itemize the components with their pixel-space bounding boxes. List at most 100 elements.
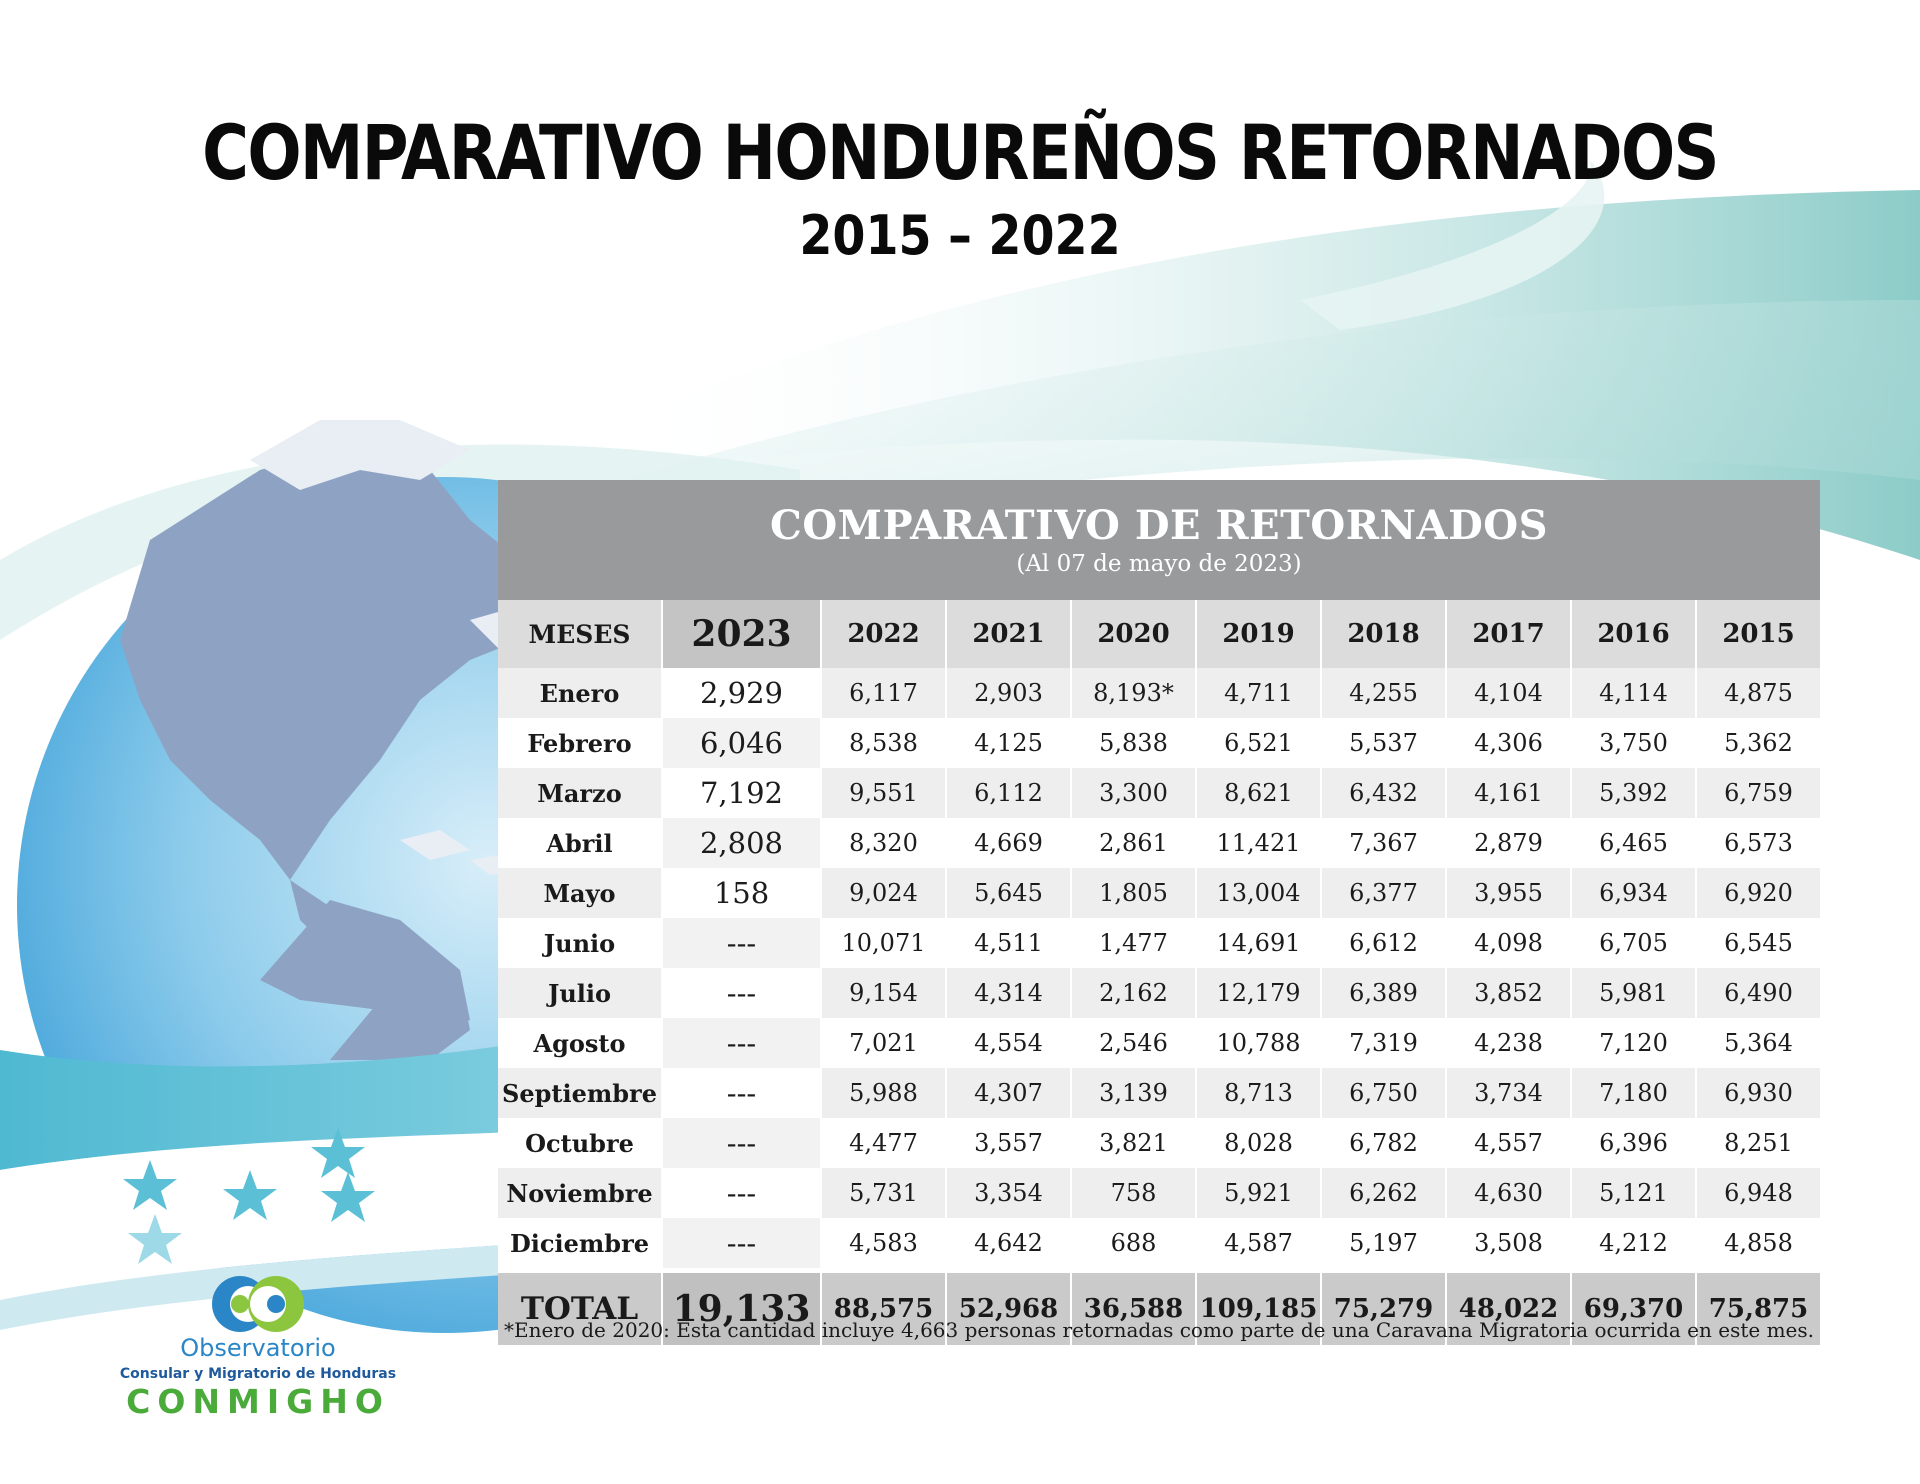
table-row: Enero 2,929 6,117 2,903 8,193* 4,711 4,255 4,10… <box>498 668 1822 718</box>
month-cell: Julio <box>498 968 663 1018</box>
value-cell: 6,573 <box>1696 818 1822 868</box>
value-cell: 5,362 <box>1696 718 1822 768</box>
total-cell: 48,022 <box>1446 1268 1572 1345</box>
total-cell: 75,279 <box>1321 1268 1447 1345</box>
value-cell: 6,545 <box>1696 918 1822 968</box>
value-cell: 8,193* <box>1071 668 1197 718</box>
value-cell: 10,788 <box>1196 1018 1322 1068</box>
table-row: Noviembre --- 5,731 3,354 758 5,921 6,262 4,630… <box>498 1168 1822 1218</box>
value-cell: 8,251 <box>1696 1118 1822 1168</box>
logo-line-3: CONMIGHO <box>126 1382 390 1421</box>
value-cell: --- <box>662 1068 822 1118</box>
value-cell: 4,098 <box>1446 918 1572 968</box>
value-cell: 10,071 <box>821 918 947 968</box>
value-cell: 6,948 <box>1696 1168 1822 1218</box>
value-cell: 9,154 <box>821 968 947 1018</box>
value-cell: 8,028 <box>1196 1118 1322 1168</box>
value-cell: 4,642 <box>946 1218 1072 1271</box>
value-cell: 6,750 <box>1321 1068 1447 1118</box>
month-cell: Noviembre <box>498 1168 663 1218</box>
value-cell: 4,255 <box>1321 668 1447 718</box>
page-title: COMPARATIVO HONDUREÑOS RETORNADOS <box>202 108 1719 197</box>
value-cell: 6,930 <box>1696 1068 1822 1118</box>
value-cell: 2,861 <box>1071 818 1197 868</box>
column-header-year: 2015 <box>1696 600 1822 668</box>
logo-line-2: Consular y Migratorio de Honduras <box>119 1366 397 1382</box>
column-header-year: 2022 <box>821 600 947 668</box>
month-cell: Enero <box>498 668 663 718</box>
table-row: Agosto --- 7,021 4,554 2,546 10,788 7,319 4,238… <box>498 1018 1822 1068</box>
total-cell: 69,370 <box>1571 1268 1697 1345</box>
value-cell: 5,197 <box>1321 1218 1447 1271</box>
value-cell: 6,705 <box>1571 918 1697 968</box>
value-cell: 3,750 <box>1571 718 1697 768</box>
value-cell: 3,821 <box>1071 1118 1197 1168</box>
table-total-row: TOTAL 19,133 88,575 52,968 36,588 109,18… <box>498 1268 1822 1345</box>
value-cell: --- <box>662 1218 822 1271</box>
value-cell: 688 <box>1071 1218 1197 1271</box>
page-subtitle: 2015 – 2022 <box>799 204 1121 267</box>
value-cell: 4,238 <box>1446 1018 1572 1068</box>
value-cell: 7,192 <box>662 768 822 818</box>
month-cell: Octubre <box>498 1118 663 1168</box>
value-cell: 4,858 <box>1696 1218 1822 1271</box>
table-row: Febrero 6,046 8,538 4,125 5,838 6,521 5,537 4,3… <box>498 718 1822 768</box>
month-cell: Junio <box>498 918 663 968</box>
value-cell: 3,508 <box>1446 1218 1572 1271</box>
logo-line-1: Observatorio <box>180 1334 336 1362</box>
value-cell: 4,557 <box>1446 1118 1572 1168</box>
value-cell: 4,114 <box>1571 668 1697 718</box>
value-cell: 6,490 <box>1696 968 1822 1018</box>
value-cell: 3,734 <box>1446 1068 1572 1118</box>
returnees-table: MESES 2023 2022 2021 2020 2019 2018 2017… <box>498 600 1822 1345</box>
column-header-year: 2016 <box>1571 600 1697 668</box>
value-cell: 758 <box>1071 1168 1197 1218</box>
value-cell: 4,711 <box>1196 668 1322 718</box>
value-cell: 8,621 <box>1196 768 1322 818</box>
value-cell: 7,120 <box>1571 1018 1697 1068</box>
month-cell: Septiembre <box>498 1068 663 1118</box>
value-cell: 5,981 <box>1571 968 1697 1018</box>
value-cell: 9,551 <box>821 768 947 818</box>
table-row: Mayo 158 9,024 5,645 1,805 13,004 6,377 3,955 6,… <box>498 868 1822 918</box>
value-cell: 4,875 <box>1696 668 1822 718</box>
table-row: Marzo 7,192 9,551 6,112 3,300 8,621 6,432 4,161… <box>498 768 1822 818</box>
value-cell: 3,354 <box>946 1168 1072 1218</box>
value-cell: 11,421 <box>1196 818 1322 868</box>
value-cell: 2,546 <box>1071 1018 1197 1068</box>
value-cell: 6,396 <box>1571 1118 1697 1168</box>
total-cell: 109,185 <box>1196 1268 1322 1345</box>
value-cell: 12,179 <box>1196 968 1322 1018</box>
value-cell: --- <box>662 1118 822 1168</box>
value-cell: 3,300 <box>1071 768 1197 818</box>
value-cell: 6,759 <box>1696 768 1822 818</box>
month-cell: Abril <box>498 818 663 868</box>
value-cell: 4,669 <box>946 818 1072 868</box>
value-cell: 4,554 <box>946 1018 1072 1068</box>
total-cell: 75,875 <box>1696 1268 1822 1345</box>
value-cell: 6,612 <box>1321 918 1447 968</box>
value-cell: 4,125 <box>946 718 1072 768</box>
value-cell: 5,121 <box>1571 1168 1697 1218</box>
value-cell: --- <box>662 918 822 968</box>
value-cell: 3,852 <box>1446 968 1572 1018</box>
value-cell: 1,805 <box>1071 868 1197 918</box>
column-header-year: 2023 <box>662 600 822 668</box>
column-header-year: 2021 <box>946 600 1072 668</box>
value-cell: 6,117 <box>821 668 947 718</box>
column-header-year: 2020 <box>1071 600 1197 668</box>
value-cell: 4,583 <box>821 1218 947 1271</box>
value-cell: 9,024 <box>821 868 947 918</box>
month-cell: Agosto <box>498 1018 663 1068</box>
footnote: *Enero de 2020: Esta cantidad incluye 4,… <box>503 1318 1815 1342</box>
value-cell: 6,920 <box>1696 868 1822 918</box>
value-cell: 4,477 <box>821 1118 947 1168</box>
total-cell: 36,588 <box>1071 1268 1197 1345</box>
column-header-year: 2017 <box>1446 600 1572 668</box>
table-row: Junio --- 10,071 4,511 1,477 14,691 6,612 4,098… <box>498 918 1822 968</box>
table-row: Octubre --- 4,477 3,557 3,821 8,028 6,782 4,557… <box>498 1118 1822 1168</box>
value-cell: 8,320 <box>821 818 947 868</box>
value-cell: 5,838 <box>1071 718 1197 768</box>
value-cell: 2,808 <box>662 818 822 868</box>
column-header-year: 2019 <box>1196 600 1322 668</box>
